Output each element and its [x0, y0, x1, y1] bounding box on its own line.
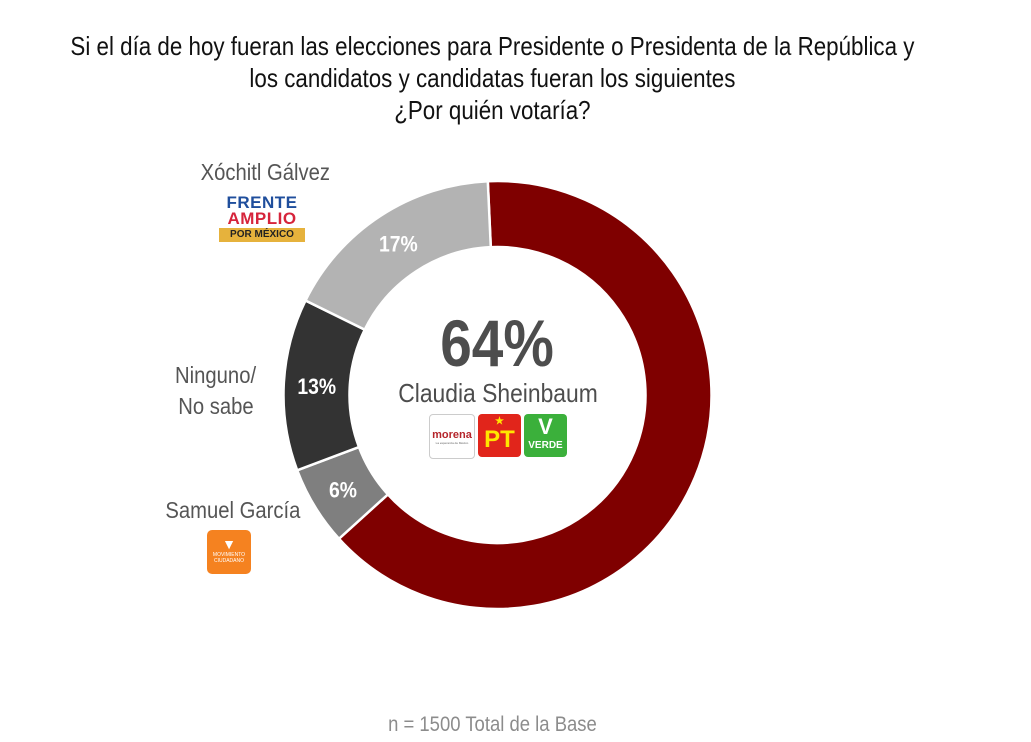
mc-line2: CIUDADANO: [213, 558, 244, 564]
mc-line1: MOVIMIENTO: [212, 552, 246, 558]
chart-title: Si el día de hoy fueran las elecciones p…: [69, 30, 916, 126]
frente-amplio-line1: FRENTE: [226, 193, 298, 212]
movimiento-ciudadano-logo: ▼ MOVIMIENTO CIUDADANO: [207, 530, 251, 574]
sample-size-note: n = 1500 Total de la Base: [388, 713, 597, 736]
frente-amplio-line2: AMPLIO: [227, 209, 297, 228]
segment-x-chitl-g-lvez: [303, 179, 493, 332]
value-label: 17%: [379, 232, 418, 256]
star-icon: ★: [495, 416, 504, 427]
verde-logo: V VERDE: [524, 414, 567, 457]
frente-amplio-line3: POR MÉXICO: [219, 228, 305, 242]
center-value: 64%: [440, 307, 554, 381]
pt-logo: ★ PT: [478, 414, 521, 457]
verde-name: VERDE: [528, 440, 563, 451]
label-samuel-garcia: Samuel García: [165, 497, 300, 523]
title-line-2: los candidatos y candidatas fueran los s…: [249, 63, 736, 93]
title-line-1: Si el día de hoy fueran las elecciones p…: [70, 31, 915, 61]
toucan-icon: V: [538, 414, 553, 439]
label-ninguno-line1: Ninguno/: [174, 362, 256, 388]
morena-name: morena: [432, 429, 472, 441]
center-name: Claudia Sheinbaum: [398, 380, 598, 409]
morena-logo: morena La esperanza de México: [429, 414, 475, 459]
eagle-icon: ▼: [222, 536, 236, 552]
title-line-3: ¿Por quién votaría?: [394, 95, 591, 125]
label-xochitl-galvez: Xóchitl Gálvez: [200, 159, 330, 185]
segment-claudia-sheinbaum: [337, 179, 713, 611]
segment-value-labels: 6% 13% 17%: [297, 232, 417, 502]
label-ninguno-line2: No sabe: [178, 393, 254, 419]
value-label: 6%: [329, 478, 357, 502]
frente-amplio-logo: FRENTE AMPLIO POR MÉXICO: [219, 193, 305, 242]
value-label: 13%: [297, 375, 336, 399]
morena-tagline: La esperanza de México: [435, 441, 469, 445]
donut-segments: [282, 179, 713, 611]
pt-name: PT: [484, 426, 515, 453]
